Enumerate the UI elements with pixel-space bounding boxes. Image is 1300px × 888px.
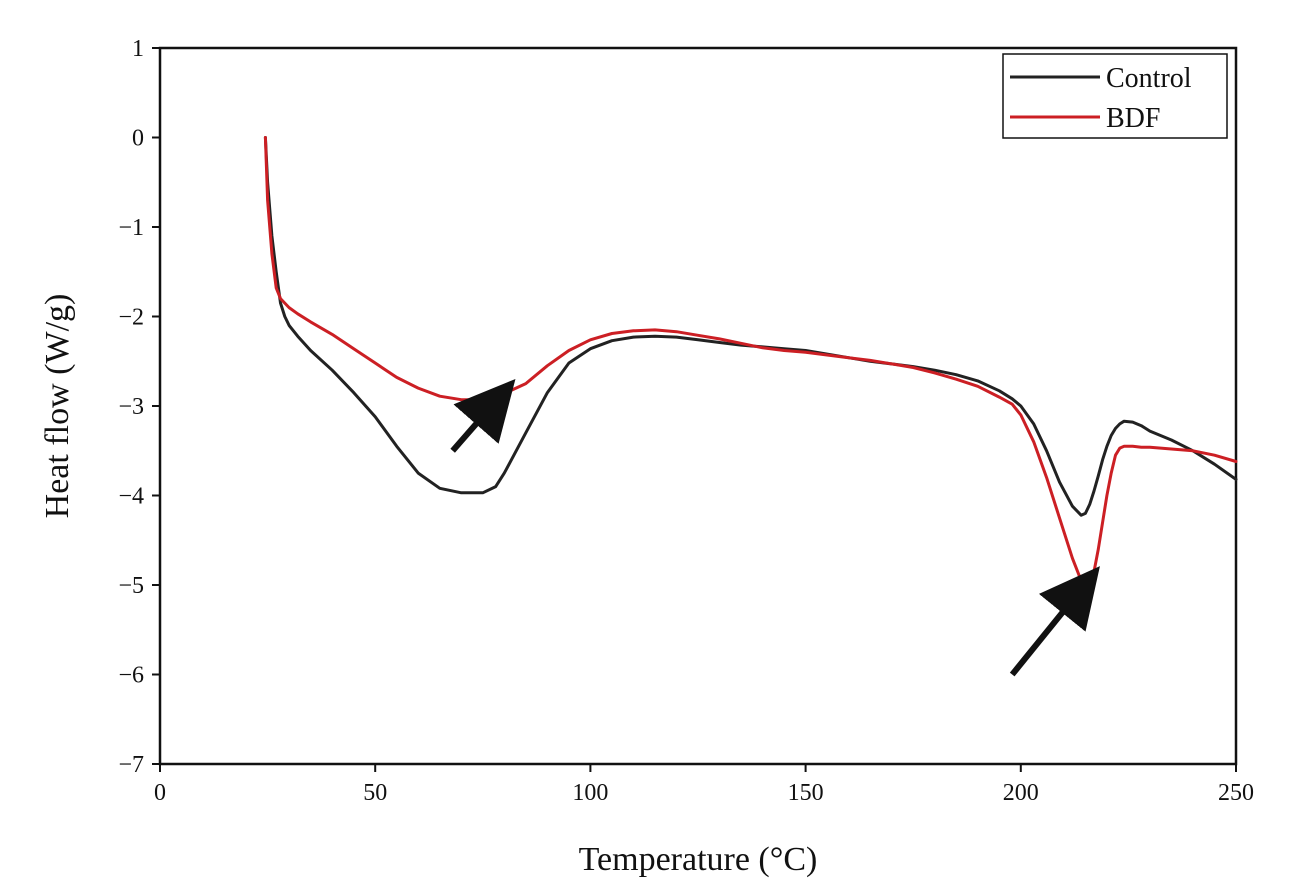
legend-label-bdf: BDF: [1106, 103, 1160, 134]
y-axis-ticks: 1 0 −1 −2 −3 −4 −5 −6 −7: [118, 36, 160, 778]
legend: Control BDF: [1002, 53, 1228, 139]
y-tick-label: −6: [118, 663, 144, 689]
legend-box: [1002, 53, 1228, 139]
y-tick-label: 1: [132, 36, 144, 62]
y-tick-label: −2: [118, 305, 144, 331]
y-tick-label: −1: [118, 215, 144, 241]
x-axis-ticks: 0 50 100 150 200 250: [154, 764, 1254, 806]
series-layer: [263, 136, 1238, 589]
annotation-arrow-1: [450, 378, 516, 453]
series-line-bdf: [263, 136, 1238, 589]
x-tick-label: 250: [1218, 780, 1254, 806]
x-tick-label: 50: [363, 780, 387, 806]
x-tick-label: 0: [154, 780, 166, 806]
x-axis-title: Temperature (°C): [579, 841, 818, 878]
x-tick-label: 200: [1003, 780, 1039, 806]
y-axis-title: Heat flow (W/g): [39, 294, 76, 519]
y-tick-label: −3: [118, 394, 144, 420]
x-tick-label: 100: [572, 780, 608, 806]
legend-label-control: Control: [1106, 63, 1192, 94]
y-tick-label: −7: [118, 752, 144, 778]
annotation-layer: [450, 378, 1100, 677]
annotation-arrow-2: [1009, 566, 1100, 677]
y-tick-label: 0: [132, 126, 144, 152]
y-tick-label: −4: [118, 484, 144, 510]
y-tick-label: −5: [118, 573, 144, 599]
x-tick-label: 150: [788, 780, 824, 806]
plot-area: [158, 46, 1238, 766]
